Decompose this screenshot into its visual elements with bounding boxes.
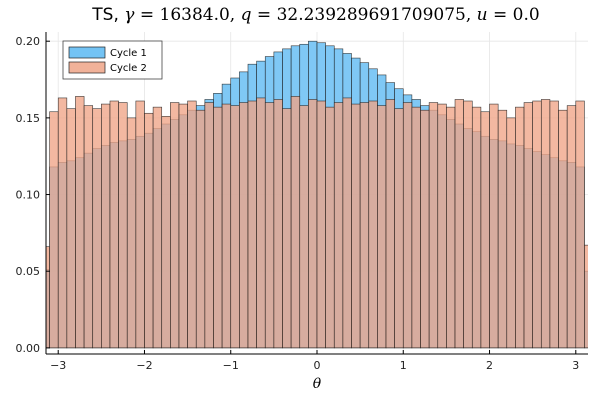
bar-series2-bin-44 <box>420 109 430 349</box>
bar-series2-bin-55 <box>515 106 525 349</box>
bar-series2-bin-10 <box>126 117 137 349</box>
bar-series2-bin-16 <box>178 103 188 349</box>
bar-series2-bin-59 <box>549 100 559 349</box>
bar-series2-bin-56 <box>523 102 533 349</box>
title-q-symbol: q <box>241 5 252 25</box>
bar-series2-bin-9 <box>118 102 128 349</box>
bar-series2-bin-49 <box>463 100 473 349</box>
y-tick-label-2: 0.10 <box>16 189 41 202</box>
bar-series2-bin-47 <box>446 106 456 349</box>
bar-series2-bin-61 <box>566 105 577 349</box>
bar-series2-bin-30 <box>299 105 309 349</box>
x-tick-label-2: −1 <box>223 359 239 372</box>
chart-title: TS, γ = 16384.0, q = 32.239289691709075,… <box>91 5 539 25</box>
x-tick-label-0: −3 <box>50 359 66 372</box>
bar-series2-bin-4 <box>75 96 85 349</box>
bar-groups <box>46 40 588 349</box>
x-axis-label: θ <box>313 376 322 392</box>
y-tick-label-4: 0.20 <box>16 35 41 48</box>
bar-series2-bin-19 <box>204 102 214 349</box>
bar-series2-bin-5 <box>83 105 94 349</box>
bar-series2-bin-18 <box>195 109 206 349</box>
bar-series2-bin-6 <box>92 108 102 349</box>
bar-series2-bin-38 <box>368 100 378 349</box>
bar-series2-bin-53 <box>497 109 508 349</box>
bar-series2-bin-31 <box>308 99 318 349</box>
bar-series2-bin-26 <box>264 102 275 349</box>
bar-series2-bin-23 <box>239 102 249 349</box>
bar-series2-bin-41 <box>394 108 404 349</box>
axes <box>45 32 588 355</box>
bar-series2-bin-24 <box>247 100 257 349</box>
title-gamma-value: = 16384.0, <box>134 5 240 25</box>
title-gamma-symbol: γ <box>124 5 135 25</box>
x-tick-label-5: 2 <box>486 359 493 372</box>
bar-series2-bin-2 <box>57 97 68 349</box>
x-tick-label-1: −2 <box>136 359 152 372</box>
bar-series2-bin-3 <box>66 108 76 349</box>
bar-series2-bin-62 <box>575 100 585 349</box>
y-tick-label-0: 0.00 <box>16 342 41 355</box>
bar-series2-bin-29 <box>290 96 301 349</box>
bar-series2-bin-25 <box>256 97 266 349</box>
legend-label-cycle-2: Cycle 2 <box>110 63 147 74</box>
bar-series2-bin-12 <box>144 112 154 349</box>
bar-series2-bin-35 <box>342 97 352 349</box>
bar-series2-bin-36 <box>351 103 361 349</box>
legend-label-cycle-1: Cycle 1 <box>110 48 147 59</box>
bar-series2-bin-33 <box>325 106 335 349</box>
bar-series2-bin-51 <box>480 111 490 349</box>
bar-series2-bin-52 <box>489 103 499 349</box>
bars <box>46 40 588 349</box>
x-tick-label-6: 3 <box>572 359 579 372</box>
bar-series2-bin-58 <box>540 99 551 349</box>
title-u-symbol: u <box>477 5 488 25</box>
title-q-value: = 32.239289691709075, <box>252 5 477 25</box>
bar-series2-bin-42 <box>402 102 413 349</box>
bar-series2-bin-14 <box>161 116 171 349</box>
legend-swatch-cycle-1 <box>68 46 106 59</box>
bar-series2-bin-22 <box>230 105 240 349</box>
bar-series2-bin-17 <box>187 100 197 349</box>
bar-series2-bin-40 <box>385 99 395 349</box>
bar-series2-bin-48 <box>454 99 464 349</box>
x-tick-label-4: 1 <box>400 359 407 372</box>
bar-series2-bin-37 <box>359 102 370 349</box>
title-prefix: TS, <box>91 5 124 25</box>
bar-series2-bin-27 <box>273 99 283 349</box>
bar-series2-bin-45 <box>428 102 439 349</box>
bar-series2-bin-63 <box>584 244 588 349</box>
bar-series2-bin-8 <box>109 100 119 349</box>
bar-series2-bin-32 <box>316 100 326 349</box>
legend: Cycle 1 Cycle 2 <box>62 40 163 80</box>
x-tick-label-3: 0 <box>314 359 321 372</box>
bar-series2-bin-1 <box>49 111 59 349</box>
bar-series2-bin-15 <box>170 102 180 349</box>
bar-series2-bin-57 <box>532 100 542 349</box>
bar-series2-bin-0 <box>46 246 50 349</box>
bar-series2-bin-21 <box>221 103 232 349</box>
bar-series2-bin-13 <box>152 106 163 349</box>
y-tick-label-1: 0.05 <box>16 265 41 278</box>
series-2 <box>46 96 588 349</box>
bar-series2-bin-34 <box>333 102 344 349</box>
bar-series2-bin-39 <box>377 105 387 349</box>
bar-series2-bin-28 <box>282 108 292 349</box>
bar-series2-bin-20 <box>213 106 223 349</box>
legend-swatch-cycle-2 <box>68 61 106 74</box>
bar-series2-bin-7 <box>101 103 111 349</box>
bar-series2-bin-43 <box>411 106 421 349</box>
bar-series2-bin-46 <box>437 103 447 349</box>
y-tick-label-3: 0.15 <box>16 112 41 125</box>
bar-series2-bin-60 <box>558 109 568 349</box>
bar-series2-bin-54 <box>506 117 516 349</box>
bar-series2-bin-11 <box>135 100 145 349</box>
tick-labels: −3 −2 −1 0 1 2 3 0.00 0.05 0.10 0.15 0.20 <box>16 35 580 372</box>
title-u-value: = 0.0 <box>488 5 540 25</box>
bar-series2-bin-50 <box>471 106 482 349</box>
